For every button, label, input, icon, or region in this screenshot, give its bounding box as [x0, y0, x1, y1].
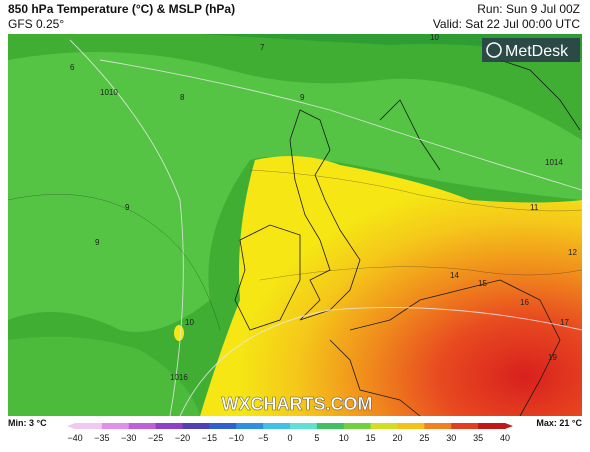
colorbar-tick-label: 0: [287, 433, 292, 443]
valid-time: Valid: Sat 22 Jul 00:00 UTC: [433, 17, 581, 31]
header: 850 hPa Temperature (°C) & MSLP (hPa) GF…: [8, 2, 580, 31]
colorbar-segment: [209, 423, 237, 429]
isobars: [69, 39, 583, 417]
colorbar-tick-label: −25: [148, 433, 163, 443]
colorbar-tick-label: 15: [366, 433, 376, 443]
colorbar-tick-label: −40: [67, 433, 82, 443]
colorbar-segment: [316, 423, 345, 429]
colorbar-segment: [263, 423, 291, 429]
contour-label: 15: [478, 279, 487, 288]
colorbar-segment: [236, 423, 264, 429]
colorbar-tick-label: −15: [202, 433, 217, 443]
contour-label: 7: [260, 43, 265, 52]
colorbar-cap: [67, 423, 75, 429]
brand-bg: [482, 38, 580, 62]
min-label: Min: 3 °C: [8, 418, 47, 428]
colorbar-tick-label: 35: [473, 433, 483, 443]
colorbar-tick-label: 20: [392, 433, 402, 443]
contour-label: 14: [450, 271, 459, 280]
contour-label: 1014: [545, 158, 563, 167]
colorbar-segment: [128, 423, 157, 429]
colorbar-segment: [478, 423, 506, 429]
colorbar: −40 −35 −30 −25 −20 −15 −10 −5 0 5 10 15 20 25 30 35 40: [67, 423, 513, 443]
map-title: 850 hPa Temperature (°C) & MSLP (hPa): [8, 2, 235, 16]
field-zone: [8, 34, 582, 60]
colorbar-tick-label: −20: [175, 433, 190, 443]
coastlines: [234, 59, 581, 417]
contour-label: 9: [300, 93, 305, 102]
colorbar-tick-label: −30: [121, 433, 136, 443]
warm-spot: [174, 325, 184, 341]
max-label: Max: 21 °C: [536, 418, 582, 428]
warm-zone: [200, 156, 582, 416]
brand-icon: [486, 42, 502, 58]
contour-label: 19: [548, 353, 557, 362]
contour-label: 1016: [170, 373, 188, 382]
colorbar-tick-label: −10: [229, 433, 244, 443]
contour-label: 6: [70, 63, 75, 72]
contour-label: 1010: [100, 88, 118, 97]
colorbar-segment: [155, 423, 183, 429]
brand-name: MetDesk: [505, 43, 569, 60]
contour-label: 10: [185, 318, 194, 327]
colorbar-segment: [451, 423, 479, 429]
colorbar-cap: [505, 423, 513, 429]
field-zone: [8, 52, 582, 332]
colorbar-segment: [75, 423, 103, 429]
colorbar-tick-label: 25: [419, 433, 429, 443]
colorbar-tick-label: 5: [314, 433, 319, 443]
colorbar-tick-label: 10: [339, 433, 349, 443]
contour-label: 16: [520, 298, 529, 307]
field-zone: [8, 336, 200, 416]
run-time: Run: Sun 9 Jul 00Z: [477, 2, 580, 16]
colorbar-segment: [370, 423, 398, 429]
contour-label: 10: [430, 33, 439, 42]
colorbar-segment: [343, 423, 372, 429]
brand-badge: MetDesk: [482, 38, 580, 62]
colorbar-tick-label: 40: [500, 433, 510, 443]
colorbar-segment: [290, 423, 318, 429]
watermark: WXCHARTS.COM: [222, 394, 373, 414]
colorbar-tick-label: 30: [446, 433, 456, 443]
contour-label: 12: [568, 248, 577, 257]
legend: Min: 3 °C Max: 21 °C −40 −35 −30 −25 −20 −15−…: [8, 418, 582, 443]
contour-label: 17: [560, 318, 569, 327]
contour-label: 9: [95, 238, 100, 247]
colorbar-tick-label: −35: [94, 433, 109, 443]
contour-label: 9: [125, 203, 130, 212]
colorbar-segment: [101, 423, 130, 429]
colorbar-tick-label: −5: [258, 433, 268, 443]
contour-label: 11: [530, 203, 539, 212]
model-label: GFS 0.25°: [8, 17, 64, 31]
colorbar-segment: [424, 423, 452, 429]
colorbar-segment: [397, 423, 425, 429]
isotherms: [7, 169, 583, 331]
colorbar-segment: [182, 423, 210, 429]
contour-label: 8: [180, 93, 185, 102]
